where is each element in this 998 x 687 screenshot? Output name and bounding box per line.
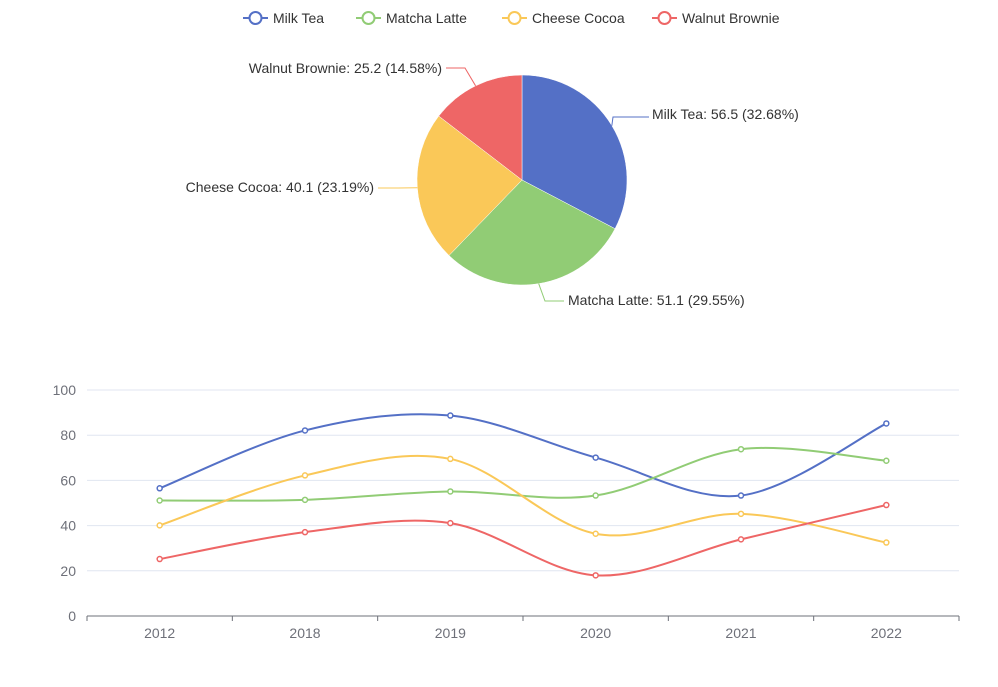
pie-label-milk-tea: Milk Tea: 56.5 (32.68%) <box>652 106 799 122</box>
x-axis: 2012 2018 2019 2020 2021 2022 <box>86 615 960 641</box>
data-point-milk-tea[interactable] <box>883 420 890 427</box>
data-point-milk-tea[interactable] <box>592 454 599 461</box>
data-point-milk-tea[interactable] <box>447 412 454 419</box>
pie-slice-milk-tea[interactable] <box>521 74 628 230</box>
x-tick-label: 2021 <box>725 625 756 641</box>
x-tick-label: 2020 <box>580 625 611 641</box>
data-point-matcha-latte[interactable] <box>301 496 309 504</box>
pie-label-line-walnut-brownie <box>446 67 477 87</box>
data-point-matcha-latte[interactable] <box>737 445 745 453</box>
x-tick-label: 2019 <box>435 625 466 641</box>
series-walnut-brownie <box>156 501 890 579</box>
legend-marker-cheese-cocoa <box>507 11 522 25</box>
data-point-milk-tea[interactable] <box>301 427 309 434</box>
data-point-walnut-brownie[interactable] <box>737 536 745 543</box>
pie-label-cheese-cocoa: Cheese Cocoa: 40.1 (23.19%) <box>186 179 374 195</box>
legend-item-matcha-latte[interactable]: Matcha Latte <box>356 10 467 26</box>
legend-label-matcha-latte: Matcha Latte <box>386 10 467 26</box>
series-group <box>156 412 890 579</box>
y-tick-label: 60 <box>60 472 76 488</box>
data-point-matcha-latte[interactable] <box>447 488 454 495</box>
x-tick-label: 2012 <box>144 625 175 641</box>
legend-item-walnut-brownie[interactable]: Walnut Brownie <box>652 10 780 26</box>
series-line-walnut-brownie[interactable] <box>159 504 887 577</box>
pie-slice-walnut-brownie[interactable] <box>438 74 523 181</box>
legend[interactable]: Milk Tea Matcha Latte Cheese Cocoa Walnut B… <box>243 10 780 26</box>
pie-label-line-matcha-latte <box>538 283 564 302</box>
series-milk-tea <box>156 412 890 499</box>
data-point-walnut-brownie[interactable] <box>447 519 454 527</box>
legend-label-cheese-cocoa: Cheese Cocoa <box>532 10 625 26</box>
data-point-walnut-brownie[interactable] <box>592 572 599 579</box>
data-point-cheese-cocoa[interactable] <box>156 522 163 529</box>
data-point-milk-tea[interactable] <box>737 492 745 499</box>
legend-marker-matcha-latte <box>361 11 376 25</box>
legend-item-cheese-cocoa[interactable]: Cheese Cocoa <box>502 10 625 26</box>
series-line-matcha-latte[interactable] <box>159 446 887 502</box>
series-line-milk-tea[interactable] <box>159 413 887 498</box>
data-point-cheese-cocoa[interactable] <box>447 455 454 463</box>
line-chart: 0 20 40 60 80 100 2012 2018 2019 2020 2021 2022 <box>53 382 960 641</box>
data-point-walnut-brownie[interactable] <box>156 555 163 563</box>
data-point-milk-tea[interactable] <box>156 485 163 492</box>
data-point-cheese-cocoa[interactable] <box>592 530 599 537</box>
series-matcha-latte <box>156 445 890 504</box>
pie-label-line-milk-tea <box>611 116 649 126</box>
y-tick-label: 100 <box>53 382 77 398</box>
x-tick-label: 2022 <box>871 625 902 641</box>
series-cheese-cocoa <box>156 454 890 546</box>
data-point-walnut-brownie[interactable] <box>883 501 890 509</box>
pie-chart: Milk Tea: 56.5 (32.68%) Matcha Latte: 51.… <box>186 60 799 308</box>
series-line-cheese-cocoa[interactable] <box>159 454 887 544</box>
y-tick-label: 40 <box>60 518 76 534</box>
legend-label-milk-tea: Milk Tea <box>273 10 324 26</box>
data-point-matcha-latte[interactable] <box>592 492 599 499</box>
y-tick-label: 80 <box>60 427 76 443</box>
pie-slice-matcha-latte[interactable] <box>448 179 616 286</box>
y-tick-label: 0 <box>68 608 76 624</box>
grid-lines <box>87 389 959 572</box>
data-point-cheese-cocoa[interactable] <box>883 539 890 546</box>
legend-item-milk-tea[interactable]: Milk Tea <box>243 10 324 26</box>
y-tick-label: 20 <box>60 563 76 579</box>
y-axis: 0 20 40 60 80 100 <box>53 382 77 624</box>
data-point-walnut-brownie[interactable] <box>301 528 309 536</box>
legend-label-walnut-brownie: Walnut Brownie <box>682 10 780 26</box>
pie-label-matcha-latte: Matcha Latte: 51.1 (29.55%) <box>568 292 745 308</box>
data-point-matcha-latte[interactable] <box>883 457 890 464</box>
data-point-cheese-cocoa[interactable] <box>737 510 745 518</box>
legend-marker-walnut-brownie <box>657 11 672 25</box>
data-point-cheese-cocoa[interactable] <box>301 472 309 479</box>
x-tick-label: 2018 <box>289 625 320 641</box>
pie-label-walnut-brownie: Walnut Brownie: 25.2 (14.58%) <box>249 60 442 76</box>
legend-marker-milk-tea <box>248 11 263 25</box>
data-point-matcha-latte[interactable] <box>156 497 163 504</box>
